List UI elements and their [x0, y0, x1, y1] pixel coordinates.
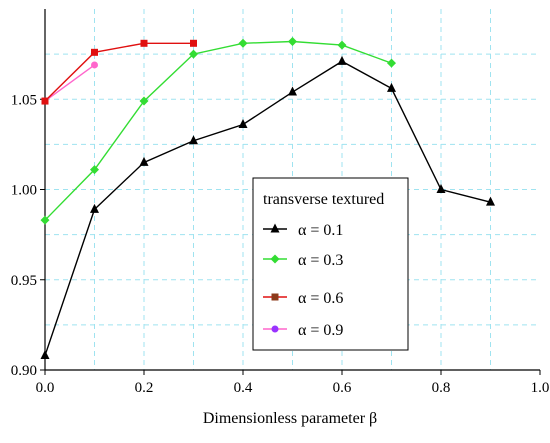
- data-point: [91, 48, 98, 56]
- legend-label: α = 0.9: [298, 322, 343, 339]
- legend-label: α = 0.3: [298, 252, 343, 269]
- data-point: [337, 40, 347, 50]
- legend: transverse textured α = 0.1α = 0.3α = 0.…: [252, 177, 409, 351]
- data-point: [90, 203, 99, 213]
- y-tick-label: 0.90: [11, 363, 37, 379]
- data-point: [189, 49, 198, 59]
- data-point: [139, 156, 149, 166]
- data-point: [337, 55, 347, 65]
- data-point: [238, 119, 248, 129]
- series-line: [44, 60, 491, 356]
- series-line: [44, 42, 194, 102]
- legend-box: [252, 177, 409, 351]
- legend-marker: [271, 293, 279, 301]
- x-tick-label: 1.0: [531, 380, 550, 396]
- series-line: [44, 64, 95, 102]
- data-point: [238, 38, 248, 48]
- legend-marker: [270, 254, 280, 264]
- legend-marker: [270, 223, 280, 233]
- data-point: [91, 61, 98, 69]
- legend-title: transverse textured: [263, 191, 384, 208]
- data-point: [41, 97, 49, 105]
- data-point: [140, 39, 148, 47]
- x-tick-label: 0.4: [234, 380, 253, 396]
- x-axis-label: Dimensionless parameter β: [203, 410, 377, 427]
- y-tick-label: 0.95: [11, 273, 37, 289]
- x-tick-label: 0.8: [432, 380, 451, 396]
- data-point: [387, 58, 396, 68]
- data-point: [288, 36, 297, 46]
- data-point: [189, 135, 198, 145]
- legend-marker: [271, 325, 279, 333]
- series: [40, 36, 495, 360]
- data-point: [90, 165, 99, 175]
- tick-labels: 0.0 0.2 0.4 0.6 0.8 1.0 0.90 0.95 1.00 1.05: [11, 92, 550, 396]
- y-tick-label: 1.00: [11, 183, 37, 199]
- legend-label: α = 0.1: [298, 222, 343, 239]
- series-line: [44, 40, 392, 221]
- legend-label: α = 0.6: [298, 290, 343, 307]
- data-point: [40, 350, 50, 360]
- x-tick-label: 0.2: [135, 380, 154, 396]
- data-point: [190, 39, 197, 47]
- data-point: [486, 196, 495, 206]
- data-point: [436, 184, 446, 193]
- data-point: [40, 215, 50, 225]
- data-point: [288, 86, 297, 96]
- data-point: [387, 82, 396, 92]
- legend-items: α = 0.1 α = 0.3 α = 0.6 α = 0.9: [263, 222, 343, 339]
- x-tick-label: 0.6: [333, 380, 352, 396]
- x-tick-label: 0.0: [36, 380, 55, 396]
- y-tick-label: 1.05: [11, 92, 37, 108]
- data-point: [139, 96, 149, 106]
